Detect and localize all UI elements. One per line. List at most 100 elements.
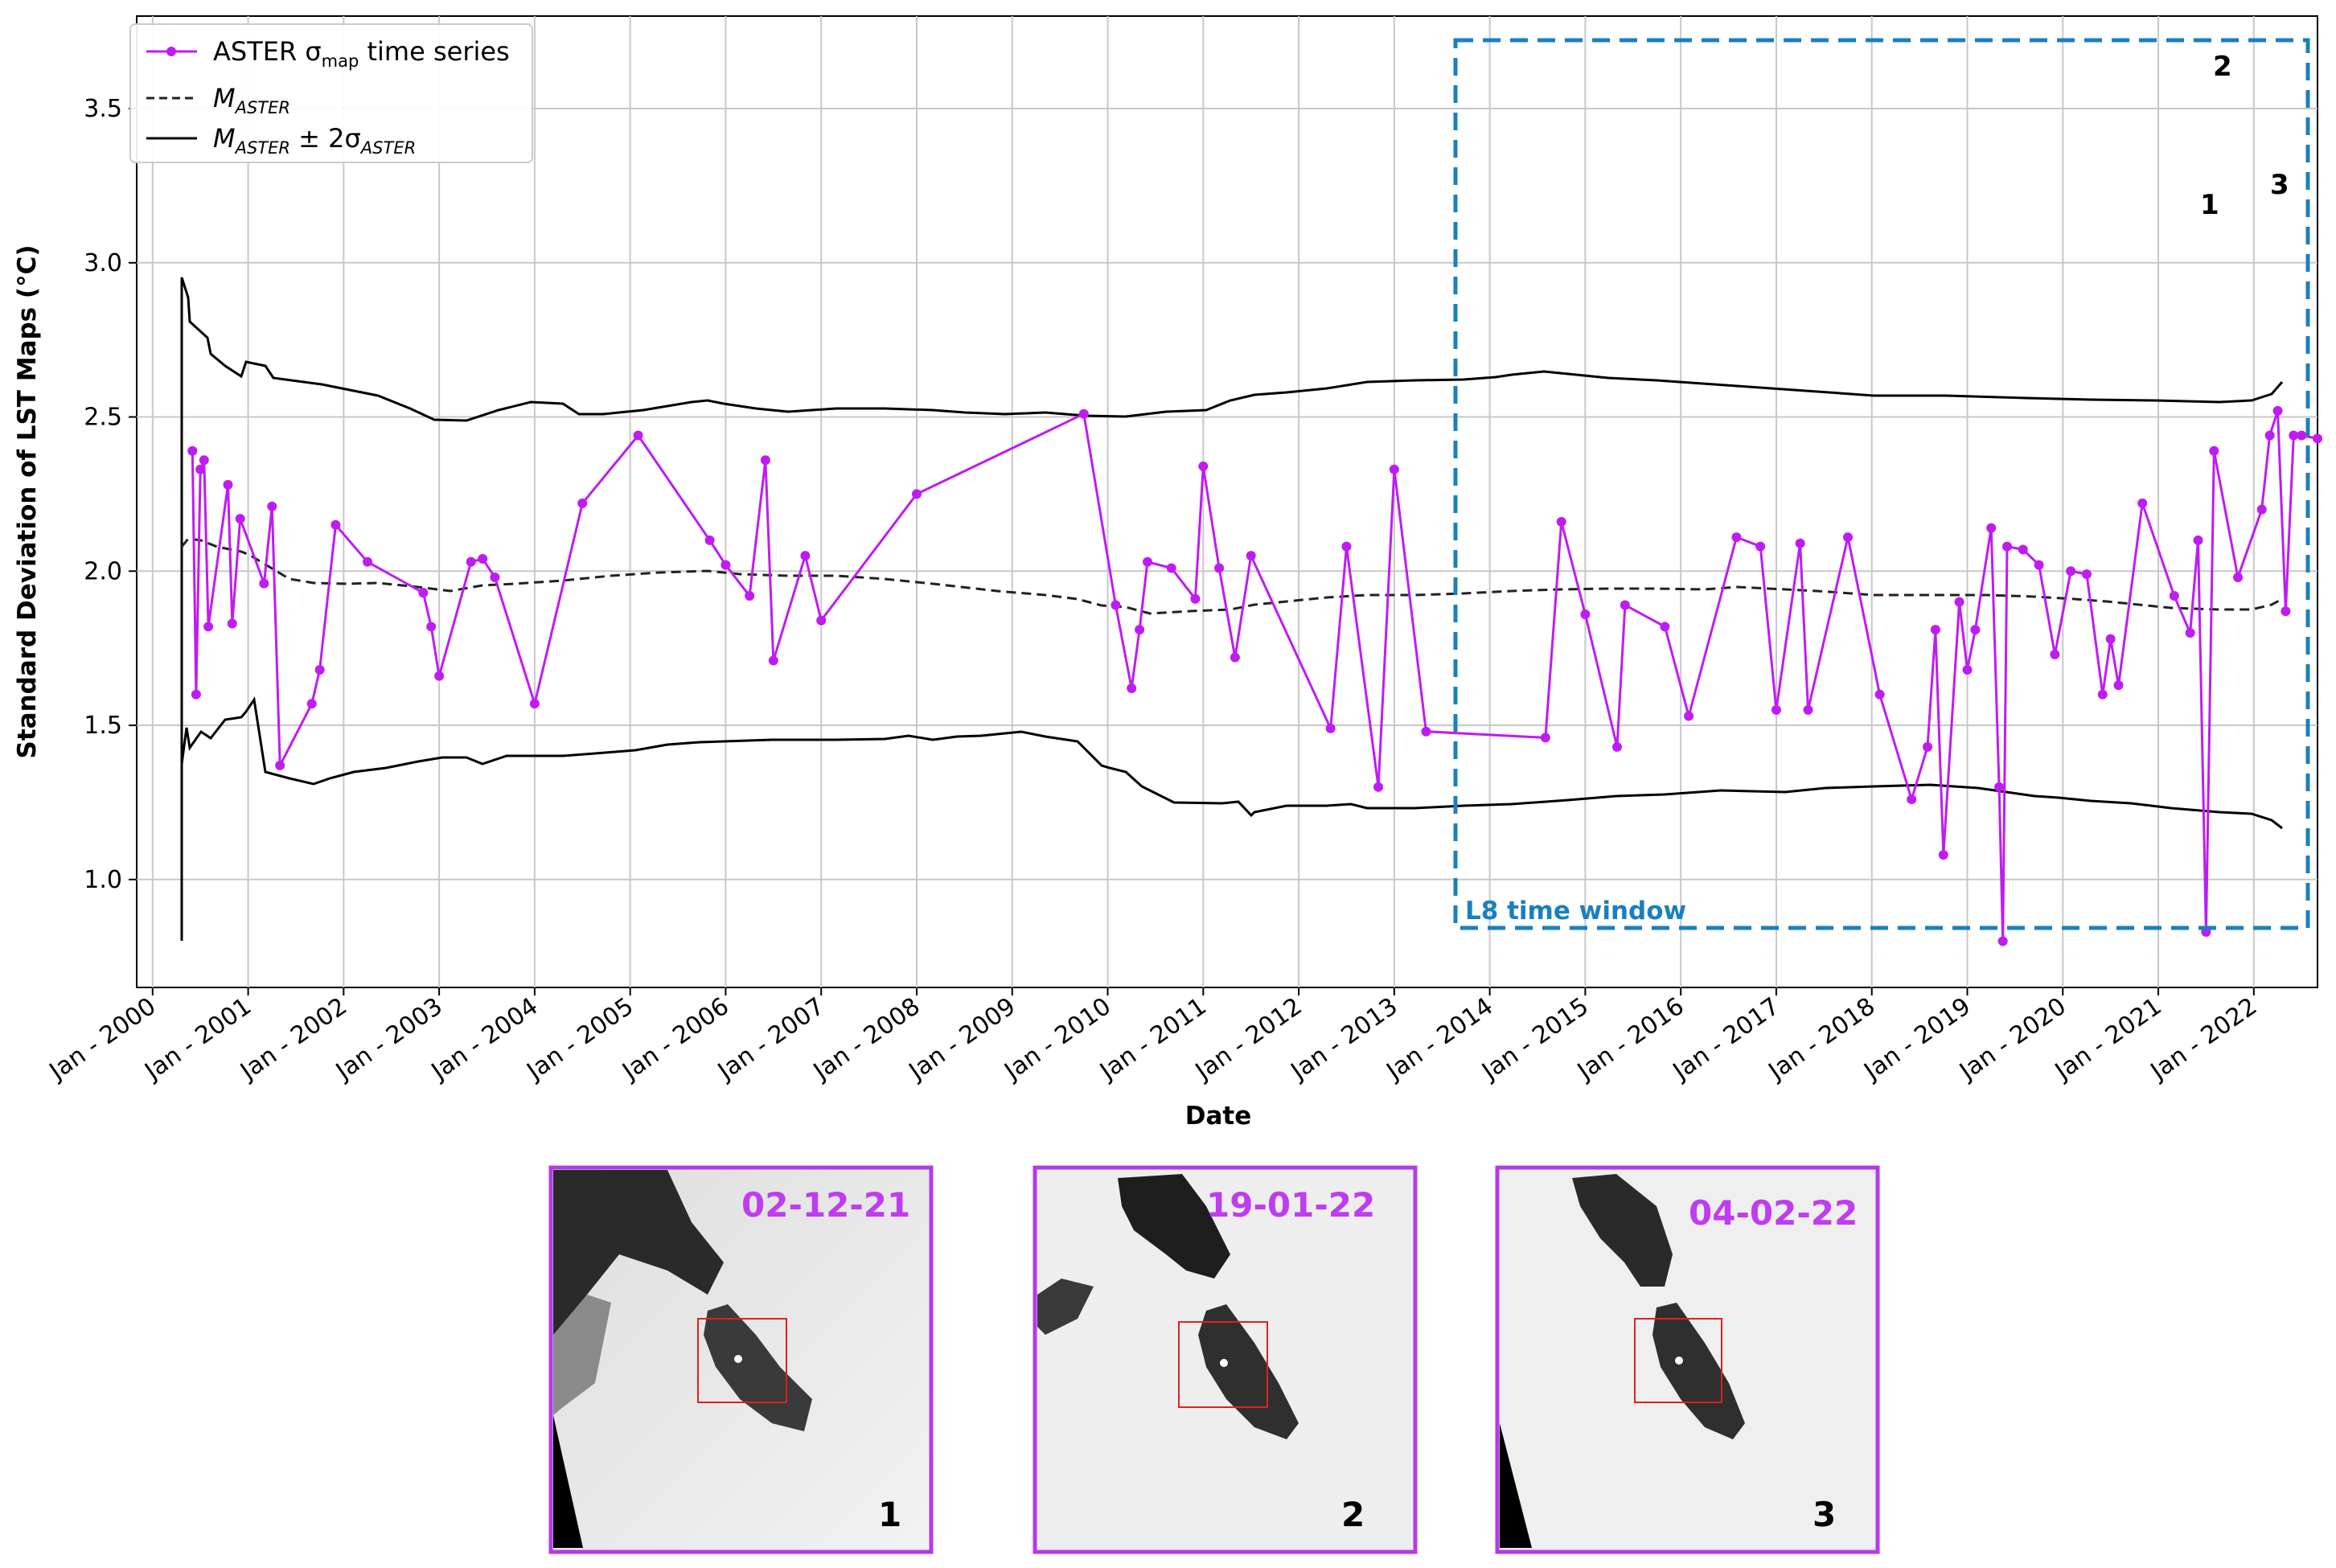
thumbnail-3-number: 3 (1813, 1495, 1836, 1534)
data-point (577, 498, 588, 508)
data-point (1970, 625, 1981, 635)
data-point (633, 430, 643, 441)
data-point (1923, 741, 1933, 752)
data-point (478, 553, 488, 564)
data-point (187, 445, 198, 456)
thumbnail-1: 02-12-21 1 (548, 1165, 934, 1554)
x-tick-label: Jan - 2012 (1189, 992, 1308, 1086)
data-point (267, 501, 277, 511)
grid-lines (137, 16, 2318, 987)
data-point (2289, 430, 2299, 441)
data-point (2018, 544, 2028, 555)
thumbnail-2: 19-01-22 2 (1033, 1165, 1418, 1554)
data-point (418, 588, 429, 598)
x-tick-label: Jan - 2017 (1667, 992, 1785, 1086)
x-tick-label: Jan - 2018 (1763, 992, 1881, 1086)
thumbnail-1-date: 02-12-21 (741, 1185, 910, 1225)
x-tick-label: Jan - 2010 (998, 992, 1116, 1086)
data-point (466, 556, 476, 567)
data-point (199, 455, 209, 466)
y-tick-label: 2.0 (84, 557, 122, 585)
data-point (816, 615, 827, 626)
data-point (1325, 723, 1336, 733)
x-tick-label: Jan - 2016 (1571, 992, 1689, 1086)
data-point (1190, 593, 1201, 604)
annotation-3: 3 (2270, 169, 2289, 201)
data-point (490, 572, 500, 582)
y-tick-label: 3.0 (84, 249, 122, 277)
data-point (227, 618, 237, 629)
data-point (1611, 741, 1622, 752)
x-tick-label: Jan - 2009 (903, 992, 1021, 1086)
data-point (721, 560, 731, 570)
thumbnail-3: 04-02-22 3 (1495, 1165, 1880, 1554)
x-tick-label: Jan - 2000 (43, 992, 162, 1086)
thumbnail-2-date: 19-01-22 (1206, 1185, 1375, 1225)
aster-series-points (187, 405, 2322, 946)
data-point (1755, 541, 1766, 552)
l8-window-label: L8 time window (1465, 897, 1686, 926)
data-point (1078, 408, 1089, 419)
legend-entry-mean: MASTER (213, 83, 290, 117)
data-point (1930, 625, 1940, 635)
data-point (2193, 535, 2203, 545)
y-tick-label: 1.0 (84, 866, 122, 894)
x-tick-label: Jan - 2022 (2145, 992, 2263, 1086)
x-tick-label: Jan - 2021 (2049, 992, 2167, 1086)
data-point (2256, 504, 2267, 515)
data-point (1341, 541, 1352, 552)
thumbnail-1-number: 1 (878, 1495, 901, 1534)
data-point (1938, 850, 1948, 860)
x-tick-label: Jan - 2020 (1953, 992, 2071, 1086)
data-point (529, 699, 540, 709)
data-point (2169, 590, 2179, 601)
data-point (1540, 733, 1550, 743)
data-point (1795, 538, 1805, 548)
data-point (1166, 563, 1176, 573)
data-point (2297, 430, 2307, 441)
data-point (2137, 498, 2148, 508)
data-point (1620, 600, 1630, 610)
x-tick-label: Jan - 2005 (521, 992, 639, 1086)
data-point (1997, 936, 2008, 946)
x-tick-label: Jan - 2001 (139, 992, 257, 1086)
x-tick-label: Jan - 2003 (330, 992, 448, 1086)
data-point (235, 514, 245, 524)
data-point (1143, 556, 1153, 567)
mean-line (180, 537, 2283, 615)
data-point (1803, 704, 1813, 715)
data-point (1421, 726, 1431, 737)
y-tick-label: 3.5 (84, 95, 122, 123)
data-point (1684, 711, 1694, 721)
data-point (1580, 609, 1591, 619)
x-tick-label: Jan - 2014 (1381, 992, 1499, 1086)
data-point (2272, 405, 2283, 416)
data-point (745, 590, 755, 601)
data-point (1907, 794, 1917, 805)
upper-bound-line (180, 277, 2284, 941)
data-point (1954, 597, 1964, 607)
x-tick-label: Jan - 2013 (1285, 992, 1403, 1086)
legend: ASTER σmap time series MASTER MASTER ± 2… (129, 23, 533, 163)
y-tick-label: 2.5 (84, 404, 122, 432)
data-point (2264, 430, 2275, 441)
data-point (1843, 532, 1854, 543)
data-point (1230, 652, 1240, 663)
data-point (2097, 689, 2108, 700)
x-tick-label: Jan - 2019 (1858, 992, 1976, 1086)
l8-time-window (1453, 38, 2310, 930)
data-point (363, 556, 373, 567)
data-point (1874, 689, 1885, 700)
data-point (1246, 551, 1256, 561)
data-point (1660, 622, 1670, 632)
data-point (330, 519, 341, 530)
thumbnail-3-date: 04-02-22 (1689, 1193, 1858, 1233)
data-point (1389, 464, 1399, 474)
plot-area (136, 15, 2318, 988)
x-tick-label: Jan - 2006 (616, 992, 734, 1086)
data-point (1373, 782, 1384, 792)
data-point (1127, 683, 1137, 694)
data-point (2185, 627, 2195, 638)
